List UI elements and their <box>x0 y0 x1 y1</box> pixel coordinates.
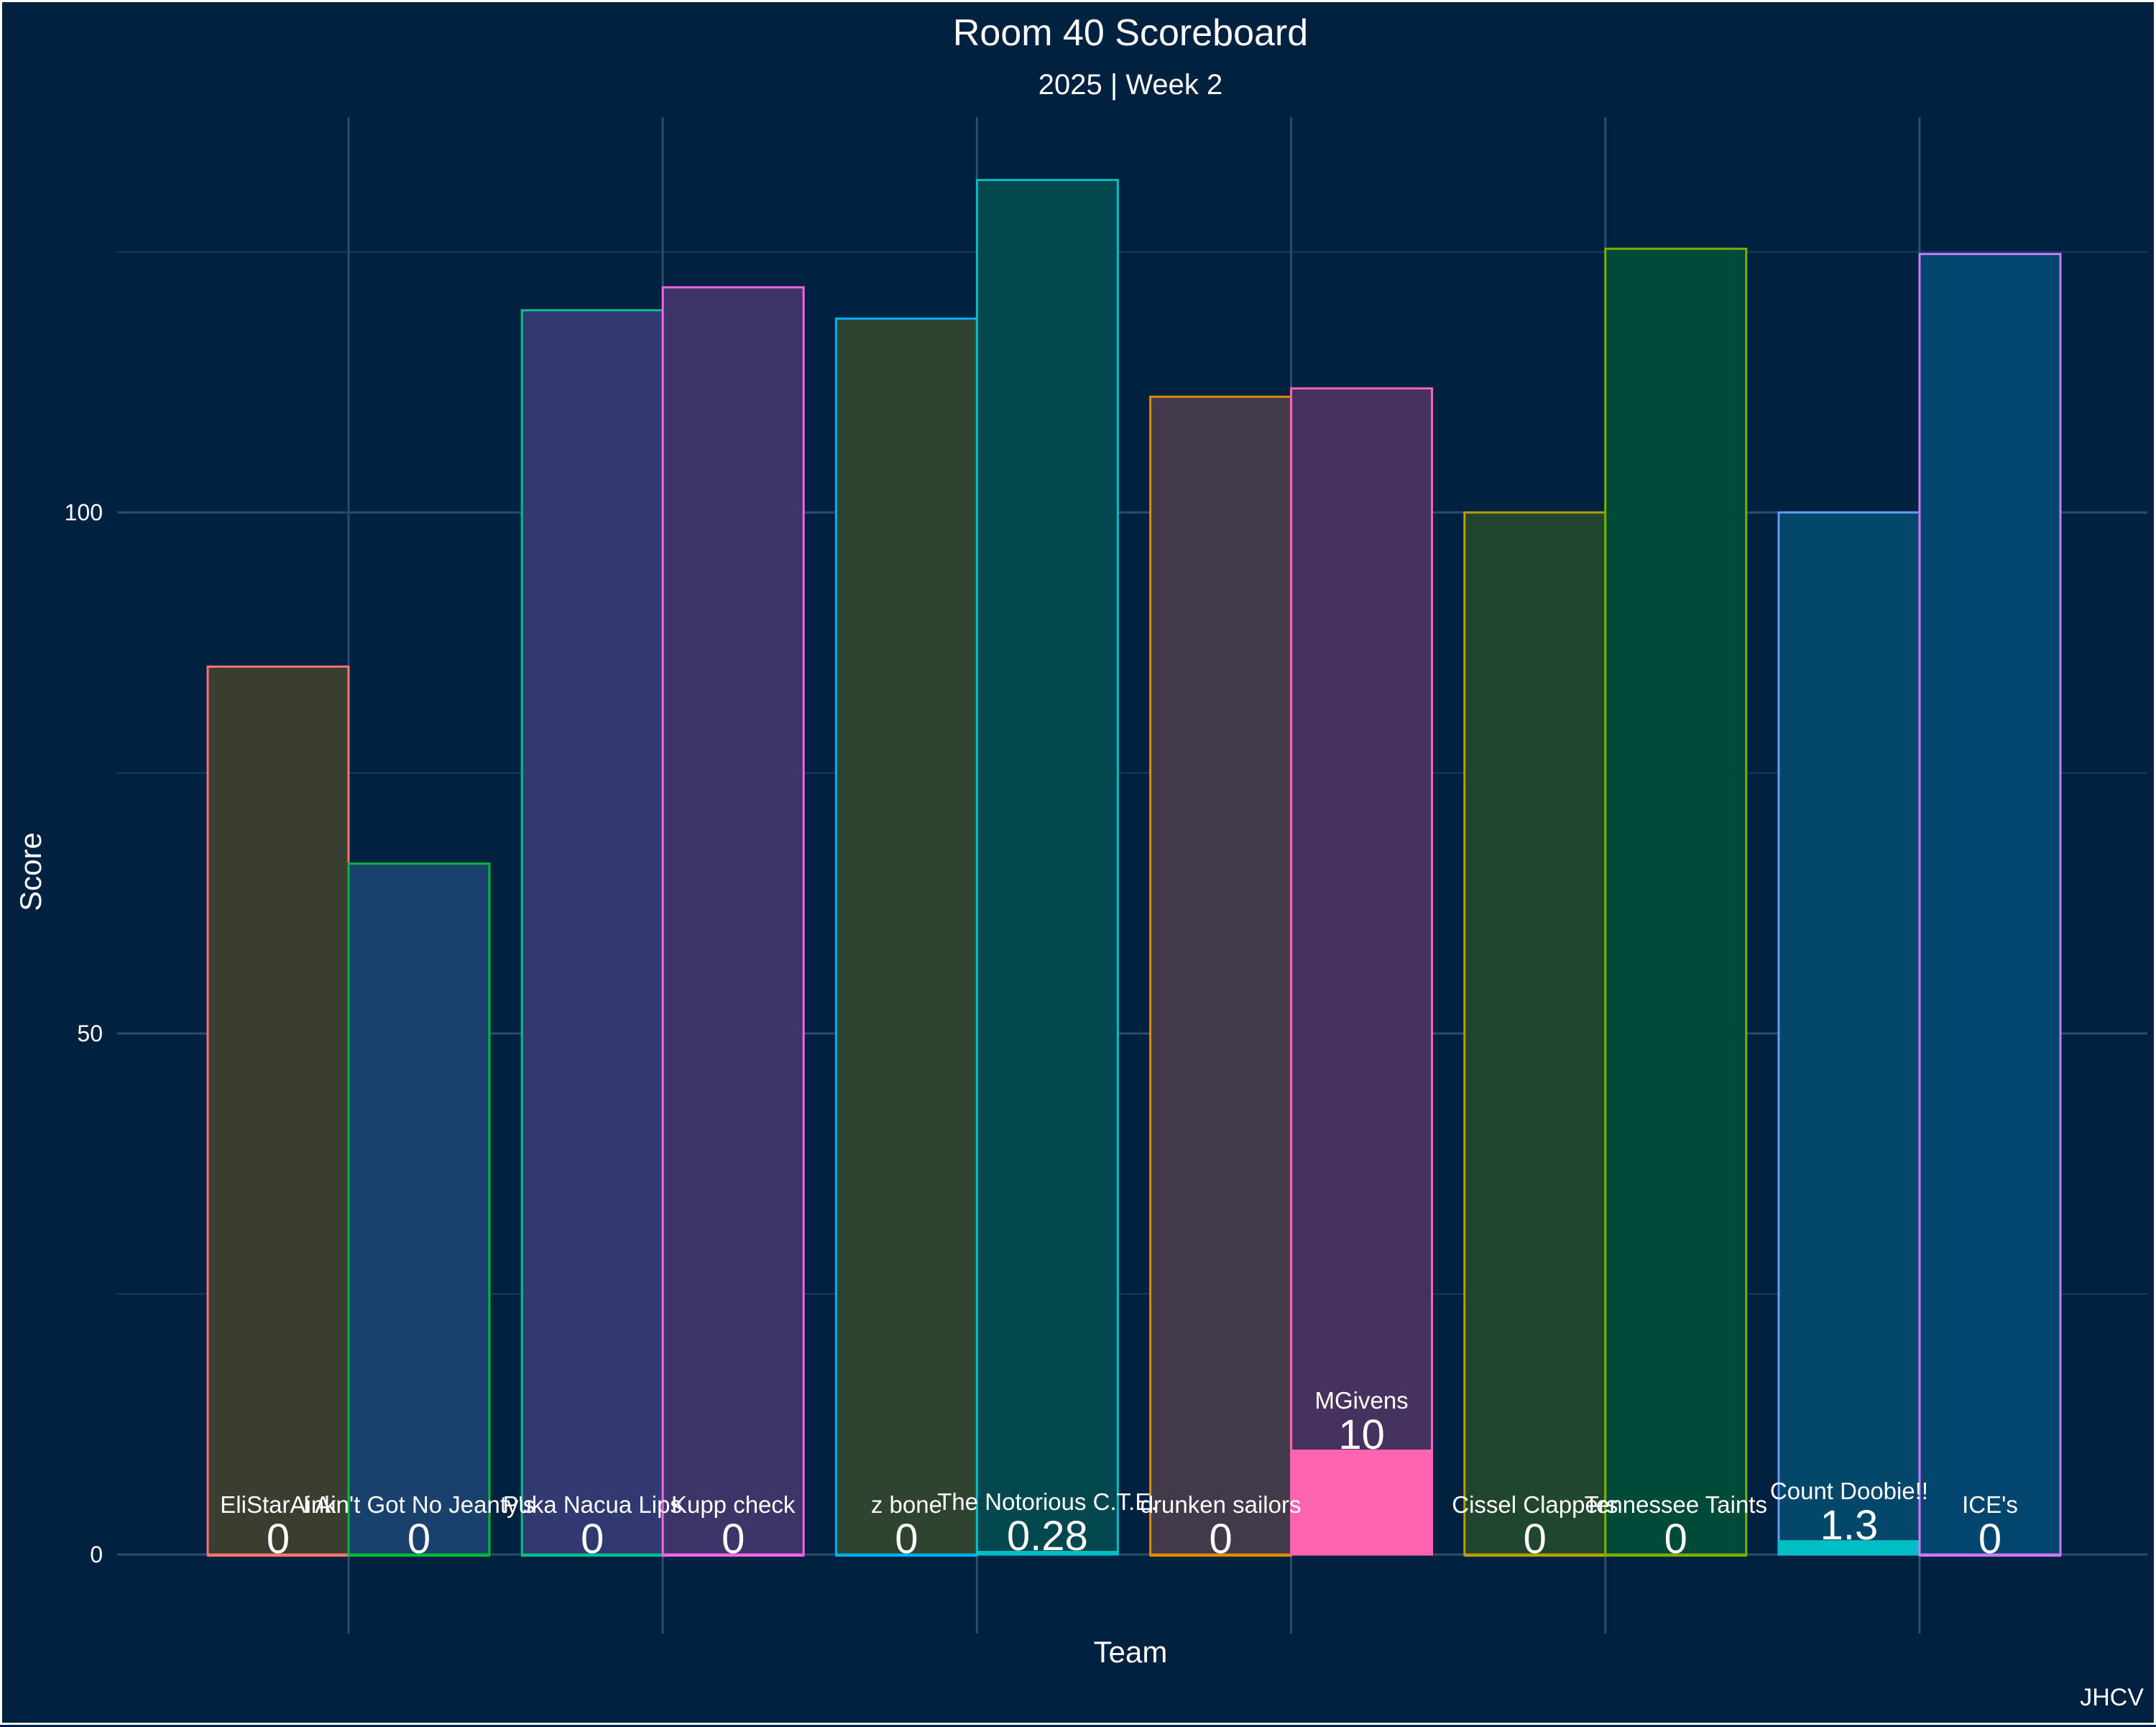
projected-bar <box>1918 252 2062 1556</box>
y-tick-label: 0 <box>90 1542 103 1567</box>
score-value-label: 0 <box>895 1516 918 1562</box>
projected-bar <box>1777 511 1921 1556</box>
team-name-label: ICE's <box>1962 1491 2018 1518</box>
score-bar <box>1290 1450 1433 1555</box>
score-value-label: 0 <box>581 1516 604 1562</box>
score-value-label: 10 <box>1338 1411 1385 1458</box>
y-tick-label: 50 <box>77 1021 103 1046</box>
projected-bar <box>834 317 978 1556</box>
team-name-label: The Notorious C.T.E. <box>937 1488 1157 1515</box>
chart-subtitle: 2025 | Week 2 <box>1038 69 1222 101</box>
projected-bar <box>1463 511 1607 1556</box>
score-bar <box>348 1554 490 1557</box>
projected-bar <box>347 862 491 1556</box>
score-value-label: 0 <box>1209 1516 1232 1562</box>
team-name-label: z bone <box>871 1491 942 1518</box>
score-bar <box>976 1550 1119 1555</box>
score-value-label: 0 <box>1978 1516 2001 1562</box>
score-value-label: 0 <box>267 1516 290 1562</box>
team-name-label: I Ain't Got No Jeanty's <box>303 1491 535 1518</box>
projected-bar <box>1149 395 1293 1556</box>
x-axis-title: Team <box>1094 1635 1168 1669</box>
chart-caption: JHCV <box>2080 1684 2144 1711</box>
team-name-label: Count Doobie!! <box>1770 1478 1928 1504</box>
team-name-label: Kupp check <box>671 1491 796 1518</box>
score-value-label: 0.28 <box>1007 1513 1088 1560</box>
team-name-label: drunken sailors <box>1141 1491 1302 1518</box>
chart-title: Room 40 Scoreboard <box>953 12 1308 54</box>
score-bar <box>1918 1554 2061 1557</box>
team-name-label: EliStarAink <box>220 1491 336 1518</box>
score-value-label: 1.3 <box>1820 1502 1879 1549</box>
team-name-label: Cissel Clappers <box>1452 1491 1618 1518</box>
axis-layer: 0 50 100 <box>65 499 103 1567</box>
team-name-label: Puka Nacua Lips <box>502 1491 681 1518</box>
score-value-label: 0 <box>407 1516 430 1562</box>
y-tick-label: 100 <box>65 499 103 525</box>
score-bar <box>1604 1554 1747 1557</box>
bars-layer <box>206 178 2062 1557</box>
projected-bar <box>206 666 350 1556</box>
score-value-label: 0 <box>1664 1516 1687 1562</box>
projected-bar <box>1604 247 1748 1556</box>
projected-bar <box>520 309 664 1556</box>
projected-bar <box>1290 387 1434 1556</box>
team-name-label: Tennessee Taints <box>1585 1491 1767 1518</box>
score-bar <box>662 1554 805 1557</box>
team-name-label: MGivens <box>1314 1387 1408 1414</box>
score-value-label: 0 <box>1524 1516 1547 1562</box>
projected-bar <box>975 178 1119 1556</box>
y-axis-title: Score <box>14 832 47 911</box>
score-value-label: 0 <box>722 1516 745 1562</box>
projected-bar <box>661 286 805 1556</box>
